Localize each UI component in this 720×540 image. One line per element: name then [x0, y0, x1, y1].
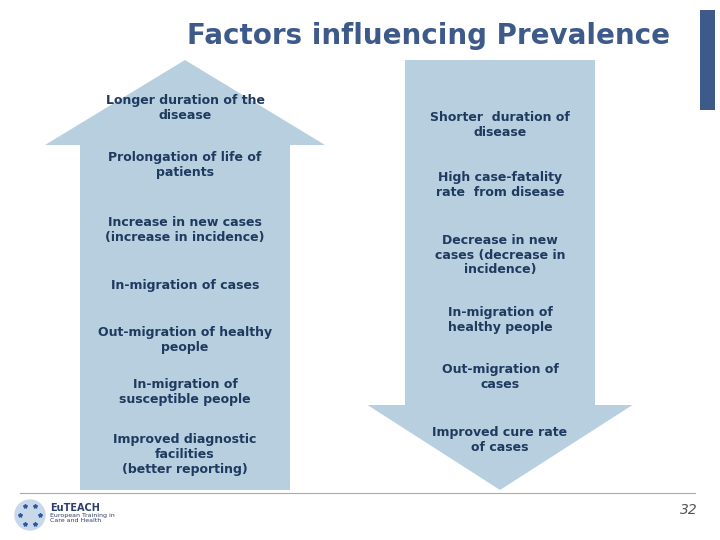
Text: Prolongation of life of
patients: Prolongation of life of patients	[108, 151, 261, 179]
Text: 32: 32	[680, 503, 698, 517]
Text: Improved diagnostic
facilities
(better reporting): Improved diagnostic facilities (better r…	[113, 434, 257, 476]
Text: Increase in new cases
(increase in incidence): Increase in new cases (increase in incid…	[105, 216, 265, 244]
Text: Out-migration of healthy
people: Out-migration of healthy people	[98, 326, 272, 354]
Text: High case-fatality
rate  from disease: High case-fatality rate from disease	[436, 171, 564, 199]
Text: European Training in
Care and Health: European Training in Care and Health	[50, 512, 114, 523]
Text: In-migration of
healthy people: In-migration of healthy people	[448, 306, 552, 334]
Text: Longer duration of the
disease: Longer duration of the disease	[106, 94, 264, 122]
Text: Improved cure rate
of cases: Improved cure rate of cases	[433, 426, 567, 454]
Text: EuTEACH: EuTEACH	[50, 503, 100, 513]
Text: Decrease in new
cases (decrease in
incidence): Decrease in new cases (decrease in incid…	[435, 233, 565, 276]
Text: In-migration of
susceptible people: In-migration of susceptible people	[120, 378, 251, 406]
Circle shape	[15, 500, 45, 530]
Text: In-migration of cases: In-migration of cases	[111, 279, 259, 292]
Polygon shape	[367, 60, 632, 490]
Bar	[700, 10, 715, 110]
Text: Shorter  duration of
disease: Shorter duration of disease	[430, 111, 570, 139]
Text: Out-migration of
cases: Out-migration of cases	[441, 363, 559, 391]
Text: Factors influencing Prevalence: Factors influencing Prevalence	[187, 22, 670, 50]
Polygon shape	[45, 60, 325, 490]
